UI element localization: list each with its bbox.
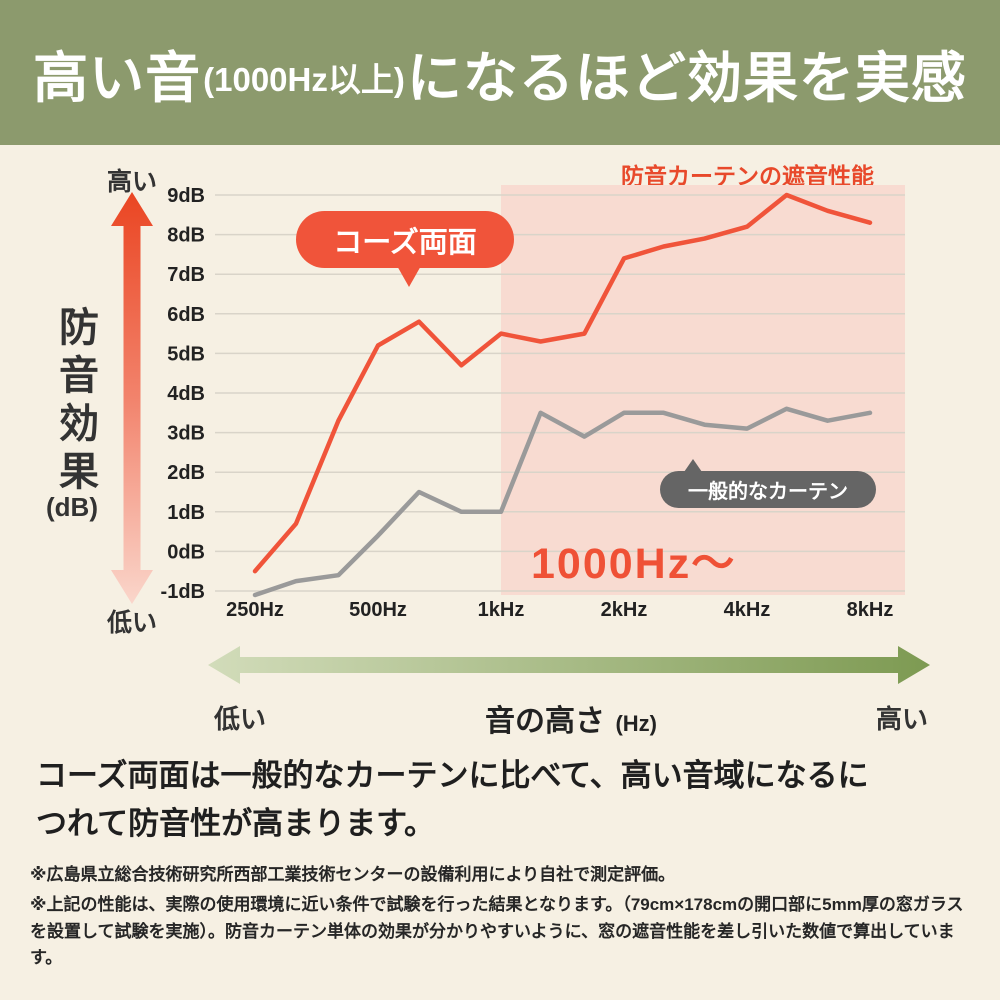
freq-high-label: 高い — [875, 704, 928, 734]
vertical-double-arrow-shape — [111, 192, 153, 604]
y-tick-label: 3dB — [167, 423, 205, 445]
y-tick-label: 8dB — [167, 225, 205, 247]
callout-pointer-icon — [396, 264, 422, 287]
x-tick-label: 8kHz — [847, 599, 894, 621]
chart-svg: 9dB 8dB 7dB 6dB 5dB 4dB 3dB 2dB 1dB 0dB -1dB 250Hz 5… — [161, 185, 905, 621]
y-tick-label: 2dB — [167, 462, 205, 484]
soundproof-effect-arrow-icon — [111, 192, 153, 604]
y-tick-label: 4dB — [167, 383, 205, 405]
y-tick-label: 6dB — [167, 304, 205, 326]
freq-axis-unit: (Hz) — [615, 711, 657, 736]
callout-pointer-icon — [684, 459, 702, 472]
freq-axis-title: 音の高さ (Hz) — [215, 696, 927, 740]
y-tick-label: 5dB — [167, 343, 205, 365]
footnote-1: ※広島県立総合技術研究所西部工業技術センターの設備利用により自社で測定評価。 — [30, 865, 676, 884]
header-banner: 高い音 (1000Hz以上) になるほど効果を実感 — [0, 0, 1000, 145]
generic-curtain-callout: 一般的なカーテン — [660, 459, 876, 508]
y-tick-label: 1dB — [167, 502, 205, 524]
summary-text: コーズ両面は一般的なカーテンに比べて、高い音域になるに つれて防音性が高まります… — [36, 758, 869, 842]
page-title-part1: 高い音 — [33, 46, 202, 109]
series-line-1 — [252, 406, 873, 598]
highlight-region — [501, 185, 905, 595]
x-tick-label: 4kHz — [724, 599, 771, 621]
cose-series-callout: コーズ両面 — [296, 211, 514, 287]
y-tick-label: -1dB — [161, 581, 205, 603]
freq-axis-title-text: 音の高さ — [485, 705, 605, 738]
x-tick-label: 250Hz — [226, 599, 284, 621]
highlight-region-label: 1000Hz〜 — [531, 540, 737, 588]
series-line-0 — [252, 192, 873, 574]
x-tick-label: 500Hz — [349, 599, 407, 621]
cose-series-label: コーズ両面 — [333, 226, 477, 259]
y-tick-label: 9dB — [167, 185, 205, 207]
page-title-part2: (1000Hz以上) — [203, 60, 405, 98]
x-tick-label: 1kHz — [478, 599, 525, 621]
y-arrow-high-label: 高い — [106, 168, 157, 196]
page-title-part3: になるほど効果を実感 — [406, 46, 967, 109]
y-axis-title: 防音効果 — [53, 306, 97, 498]
y-tick-label: 0dB — [167, 541, 205, 563]
y-arrow-low-label: 低い — [106, 609, 157, 637]
x-tick-label: 2kHz — [601, 599, 648, 621]
horizontal-double-arrow-shape — [208, 646, 930, 684]
frequency-axis-arrow-icon — [208, 646, 930, 684]
y-tick-label: 7dB — [167, 264, 205, 286]
chart-title: 防音カーテンの遮音性能 — [621, 163, 874, 189]
freq-low-label: 低い — [214, 704, 267, 734]
generic-curtain-label: 一般的なカーテン — [688, 481, 848, 503]
footnotes: ※広島県立総合技術研究所西部工業技術センターの設備利用により自社で測定評価。 ※… — [30, 862, 978, 975]
footnote-2: ※上記の性能は、実際の使用環境に近い条件で試験を行った結果となります。（79cm… — [30, 895, 964, 968]
y-axis-unit: (dB) — [46, 492, 98, 522]
